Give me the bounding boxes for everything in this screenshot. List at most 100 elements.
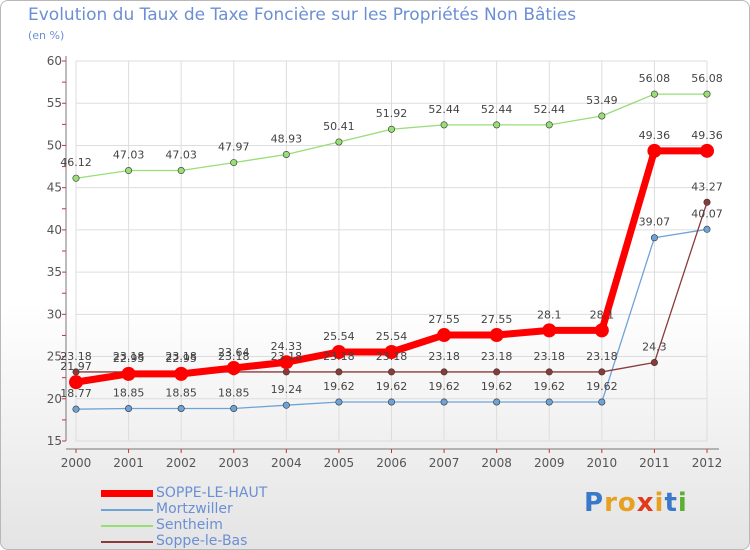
data-label: 23.18: [428, 350, 460, 363]
data-label: 56.08: [639, 72, 671, 85]
data-label: 19.62: [323, 380, 355, 393]
data-label: 25.54: [376, 330, 408, 343]
data-point: [598, 112, 606, 120]
y-tick-label: 35: [47, 265, 62, 279]
data-label: 28.1: [590, 308, 615, 321]
data-label: 18.85: [218, 386, 250, 399]
data-point: [700, 143, 714, 158]
data-label: 23.18: [218, 350, 250, 363]
data-label: 19.62: [586, 380, 618, 393]
data-point: [72, 174, 80, 182]
data-label: 19.24: [271, 383, 303, 396]
data-label: 19.62: [534, 380, 566, 393]
data-point: [440, 398, 448, 406]
data-label: 52.44: [428, 103, 460, 116]
data-label: 48.93: [271, 132, 303, 145]
data-label: 22.95: [113, 352, 145, 365]
x-tick-label: 2002: [166, 456, 197, 470]
data-point: [650, 234, 658, 242]
data-label: 23.64: [218, 346, 250, 359]
data-point: [703, 225, 711, 233]
data-point: [174, 366, 189, 381]
y-tick-label: 50: [47, 138, 62, 152]
data-point: [545, 121, 553, 129]
data-label: 27.55: [428, 313, 460, 326]
logo-letter: i: [654, 488, 665, 518]
data-point: [69, 375, 83, 390]
data-point: [282, 368, 290, 376]
data-label: 49.36: [691, 129, 723, 142]
y-tick-label: 30: [47, 307, 62, 321]
x-tick-label: 2011: [639, 456, 670, 470]
data-label: 56.08: [691, 72, 723, 85]
data-point: [440, 368, 448, 376]
data-point: [598, 398, 606, 406]
x-tick-label: 2000: [61, 456, 92, 470]
data-point: [335, 138, 343, 146]
data-point: [177, 167, 185, 175]
data-point: [72, 405, 80, 413]
data-label: 23.18: [165, 350, 197, 363]
data-point: [230, 404, 238, 412]
data-point: [384, 344, 399, 359]
data-point: [703, 198, 711, 206]
data-label: 50.41: [323, 120, 355, 133]
data-label: 23.18: [323, 350, 355, 363]
legend-label: Mortzwiller: [156, 501, 233, 517]
data-point: [493, 121, 501, 129]
y-tick-label: 40: [47, 223, 62, 237]
y-tick-label: 60: [47, 54, 62, 68]
data-label: 23.18: [271, 350, 303, 363]
x-tick-label: 2010: [587, 456, 618, 470]
data-point: [545, 398, 553, 406]
legend-swatch: [101, 490, 153, 497]
data-point: [545, 368, 553, 376]
data-point: [331, 344, 346, 359]
legend-swatch: [101, 541, 153, 543]
data-point: [387, 125, 395, 133]
data-label: 25.54: [323, 330, 355, 343]
data-label: 19.62: [481, 380, 513, 393]
data-label: 19.62: [376, 380, 408, 393]
chart-subtitle: (en %): [28, 29, 65, 42]
y-tick-label: 55: [47, 96, 62, 110]
data-point: [647, 143, 662, 158]
data-label: 46.12: [60, 156, 92, 169]
data-point: [542, 323, 557, 338]
data-point: [282, 150, 290, 158]
x-tick-label: 2006: [376, 456, 407, 470]
data-point: [226, 361, 241, 376]
data-point: [335, 368, 343, 376]
data-label: 28.1: [537, 308, 562, 321]
legend-label: SOPPE-LE-HAUT: [156, 485, 268, 501]
data-label: 51.92: [376, 107, 408, 120]
data-point: [650, 358, 658, 366]
x-tick-label: 2005: [324, 456, 355, 470]
data-point: [594, 323, 609, 338]
x-tick-label: 2009: [534, 456, 565, 470]
data-point: [72, 368, 80, 376]
data-point: [493, 368, 501, 376]
legend-label: Soppe-le-Bas: [156, 533, 248, 549]
data-label: 23.18: [376, 350, 408, 363]
data-label: 21.97: [60, 360, 92, 373]
data-point: [125, 167, 133, 175]
data-label: 40.07: [691, 207, 723, 220]
logo-letter: o: [617, 488, 637, 518]
data-label: 39.07: [639, 216, 671, 229]
data-point: [703, 90, 711, 98]
data-point: [650, 90, 658, 98]
logo-letter: i: [677, 488, 688, 518]
data-label: 47.03: [113, 149, 145, 162]
data-point: [598, 368, 606, 376]
data-label: 22.95: [165, 352, 197, 365]
legend-swatch: [101, 525, 153, 527]
data-label: 43.27: [691, 180, 723, 193]
data-point: [387, 368, 395, 376]
data-label: 49.36: [639, 129, 671, 142]
data-point: [125, 404, 133, 412]
x-tick-label: 2012: [692, 456, 723, 470]
legend-label: Sentheim: [156, 517, 223, 533]
